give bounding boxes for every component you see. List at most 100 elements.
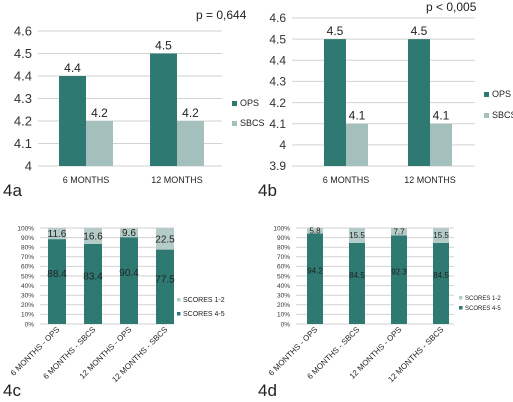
legend-swatch-sbcs-4a [232, 121, 237, 126]
data-label-ops-4a: 4.5 [155, 39, 172, 53]
bar-sbcs-4b [346, 123, 368, 166]
data-label-scores-1-2-4d: 7.7 [393, 227, 405, 236]
data-label-scores-1-2-4d: 5.8 [309, 227, 321, 236]
legend-label-sbcs-4b: SBCS [492, 110, 513, 120]
panel-label-4c: 4c [3, 381, 21, 400]
stacked-bar-scores-4-5-4c [120, 237, 138, 324]
y-tick-label-4c: 50% [21, 273, 34, 280]
stacked-bar-scores-4-5-4d [433, 242, 449, 324]
legend-label-ops-4b: OPS [492, 89, 511, 99]
y-tick-label-4a: 4.5 [14, 46, 32, 61]
y-tick-label-4a: 4.2 [14, 114, 32, 129]
stacked-bar-scores-4-5-4c [84, 243, 102, 324]
legend-swatch-ops-4a [232, 101, 237, 106]
x-category-label-4a: 12 MONTHS [151, 175, 203, 185]
panel-label-4a: 4a [3, 181, 22, 200]
stacked-bar-scores-4-5-4c [156, 249, 174, 324]
y-tick-label-4d: 80% [277, 244, 290, 251]
data-label-ops-4b: 4.5 [411, 24, 428, 38]
bar-sbcs-4a [86, 121, 113, 166]
y-tick-label-4c: 20% [21, 302, 34, 309]
data-label-ops-4a: 4.4 [64, 61, 81, 75]
data-label-scores-4-5-4d: 84.5 [349, 271, 365, 280]
y-tick-label-4d: 70% [277, 254, 290, 261]
y-tick-label-4c: 60% [21, 264, 34, 271]
x-category-label-4b: 6 MONTHS [323, 175, 370, 185]
y-tick-label-4b: 4.1 [269, 117, 286, 131]
stacked-bar-scores-1-2-4c [48, 228, 66, 240]
data-label-scores-1-2-4c: 22.5 [155, 234, 175, 245]
y-tick-label-4d: 0% [281, 321, 291, 328]
data-label-scores-4-5-4d: 84.5 [433, 271, 449, 280]
p-value-a: p = 0,644 [196, 8, 247, 22]
y-tick-label-4d: 50% [277, 273, 290, 280]
y-tick-label-4a: 4.3 [14, 91, 32, 106]
bar-sbcs-4a [177, 121, 204, 166]
data-label-ops-4b: 4.5 [327, 24, 344, 38]
bar-ops-4b [408, 39, 430, 167]
y-tick-label-4c: 0% [25, 321, 35, 328]
y-tick-label-4c: 70% [21, 254, 34, 261]
y-tick-label-4b: 4.6 [269, 11, 286, 25]
y-tick-label-4d: 30% [277, 292, 290, 299]
y-tick-label-4b: 4.2 [269, 96, 286, 110]
data-label-scores-4-5-4c: 83.4 [83, 271, 103, 282]
stacked-bar-scores-1-2-4d [307, 228, 323, 234]
p-value-b: p < 0,005 [426, 0, 477, 14]
legend-swatch-scores-1-2-4d [459, 296, 463, 300]
x-category-label-4a: 6 MONTHS [63, 175, 110, 185]
y-tick-label-4a: 4.6 [14, 24, 32, 39]
y-tick-label-4c: 30% [21, 292, 34, 299]
y-tick-label-4d: 20% [277, 302, 290, 309]
legend-swatch-scores-4-5-4d [459, 306, 463, 310]
y-tick-label-4a: 4 [25, 159, 32, 174]
bar-ops-4a [150, 53, 177, 166]
stacked-bar-scores-4-5-4d [349, 242, 365, 324]
data-label-scores-1-2-4d: 15.5 [433, 231, 449, 240]
data-label-sbcs-4b: 4.1 [433, 109, 450, 123]
legend-swatch-ops-4b [484, 92, 489, 97]
y-tick-label-4c: 80% [21, 244, 34, 251]
y-tick-label-4c: 100% [17, 225, 34, 232]
legend-swatch-scores-1-2-4c [177, 298, 181, 302]
legend-label-scores-1-2-4d: SCORES 1-2 [465, 296, 501, 302]
stacked-bar-scores-1-2-4d [349, 228, 365, 243]
stacked-bar-scores-4-5-4d [391, 235, 407, 324]
legend-label-scores-1-2-4c: SCORES 1-2 [183, 297, 225, 304]
legend-swatch-sbcs-4b [484, 113, 489, 118]
panel-label-4d: 4d [258, 381, 277, 400]
legend-label-scores-4-5-4d: SCORES 4-5 [465, 306, 501, 312]
data-label-scores-1-2-4c: 9.6 [122, 228, 136, 239]
y-tick-label-4d: 40% [277, 283, 290, 290]
data-label-scores-1-2-4c: 16.6 [83, 231, 103, 242]
y-tick-label-4d: 60% [277, 264, 290, 271]
stacked-bar-scores-1-2-4d [433, 228, 449, 243]
data-label-scores-1-2-4d: 15.5 [349, 231, 365, 240]
legend-label-sbcs-4a: SBCS [240, 118, 265, 128]
stacked-bar-scores-1-2-4c [84, 228, 102, 244]
y-tick-label-4c: 10% [21, 312, 34, 319]
bar-ops-4a [59, 76, 86, 166]
y-tick-label-4d: 90% [277, 235, 290, 242]
panel-label-4b: 4b [258, 181, 277, 200]
stacked-bar-scores-4-5-4d [307, 233, 323, 324]
legend-swatch-scores-4-5-4c [177, 312, 181, 316]
data-label-scores-4-5-4d: 92.3 [391, 267, 407, 276]
data-label-sbcs-4a: 4.2 [182, 106, 199, 120]
x-category-label-4b: 12 MONTHS [404, 175, 456, 185]
stacked-bar-scores-1-2-4c [156, 228, 174, 250]
bar-sbcs-4b [430, 123, 452, 166]
bar-ops-4b [324, 39, 346, 167]
stacked-bar-scores-1-2-4d [391, 228, 407, 236]
data-label-scores-4-5-4c: 77.5 [155, 274, 175, 285]
y-tick-label-4b: 3.9 [269, 159, 286, 173]
data-label-scores-1-2-4c: 11.6 [48, 229, 67, 240]
data-label-sbcs-4a: 4.2 [91, 106, 108, 120]
y-tick-label-4b: 4.4 [269, 53, 286, 67]
y-tick-label-4c: 40% [21, 283, 34, 290]
y-tick-label-4a: 4.1 [14, 136, 32, 151]
y-tick-label-4b: 4.3 [269, 75, 286, 89]
y-tick-label-4b: 4.5 [269, 32, 286, 46]
data-label-scores-4-5-4c: 88.4 [47, 269, 67, 280]
